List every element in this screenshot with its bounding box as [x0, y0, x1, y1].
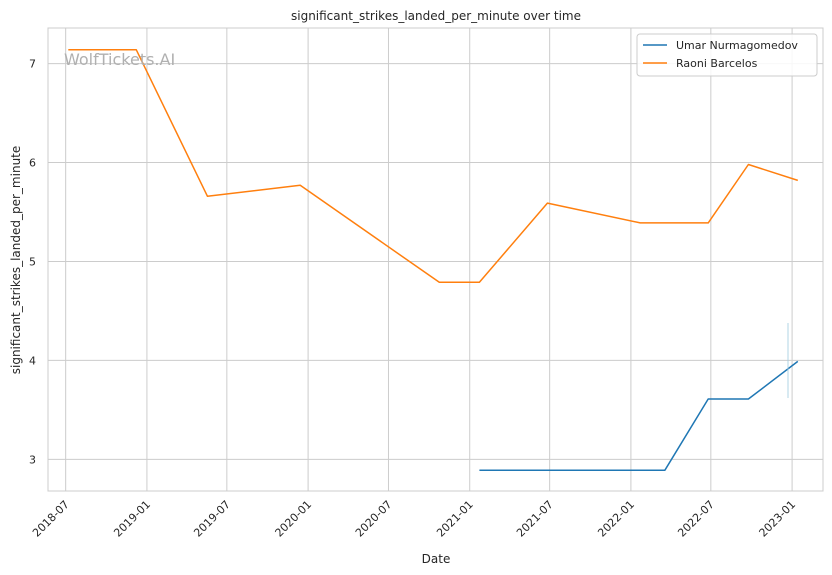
x-tick-label: 2020-07 [353, 498, 395, 540]
legend-label: Umar Nurmagomedov [676, 39, 798, 52]
x-tick-label: 2022-01 [595, 498, 637, 540]
x-tick-label: 2020-01 [273, 498, 315, 540]
x-tick-label: 2018-07 [30, 498, 72, 540]
plot-area-background [48, 28, 823, 491]
gridlines [48, 28, 823, 491]
series-line-0 [479, 360, 799, 471]
x-tick-label: 2019-07 [191, 498, 233, 540]
series-layer [68, 49, 799, 471]
plot-area-frame [47, 27, 824, 492]
legend-box [636, 33, 818, 77]
legend-label: Raoni Barcelos [676, 57, 758, 70]
y-axis-label: significant_strikes_landed_per_minute [9, 146, 23, 375]
y-tick-label: 5 [29, 255, 36, 268]
y-tick-label: 6 [29, 157, 36, 170]
chart-title: significant_strikes_landed_per_minute ov… [291, 9, 581, 23]
watermark: WolfTickets.AI [64, 50, 175, 69]
legend: Umar Nurmagomedov Raoni Barcelos [636, 33, 818, 77]
series-line-1 [68, 49, 799, 284]
x-axis-ticks: 2018-07 2019-01 2019-07 2020-01 2020-07 2021-… [30, 498, 798, 540]
y-tick-label: 4 [29, 354, 36, 367]
x-tick-label: 2023-01 [757, 498, 799, 540]
x-tick-label: 2021-01 [434, 498, 476, 540]
x-tick-label: 2019-01 [111, 498, 153, 540]
y-axis-ticks: 3 4 5 6 7 [29, 58, 36, 467]
x-tick-label: 2022-07 [675, 498, 717, 540]
y-tick-label: 3 [29, 453, 36, 466]
x-axis-label: Date [422, 552, 451, 566]
x-tick-label: 2021-07 [514, 498, 556, 540]
y-tick-label: 7 [29, 58, 36, 71]
